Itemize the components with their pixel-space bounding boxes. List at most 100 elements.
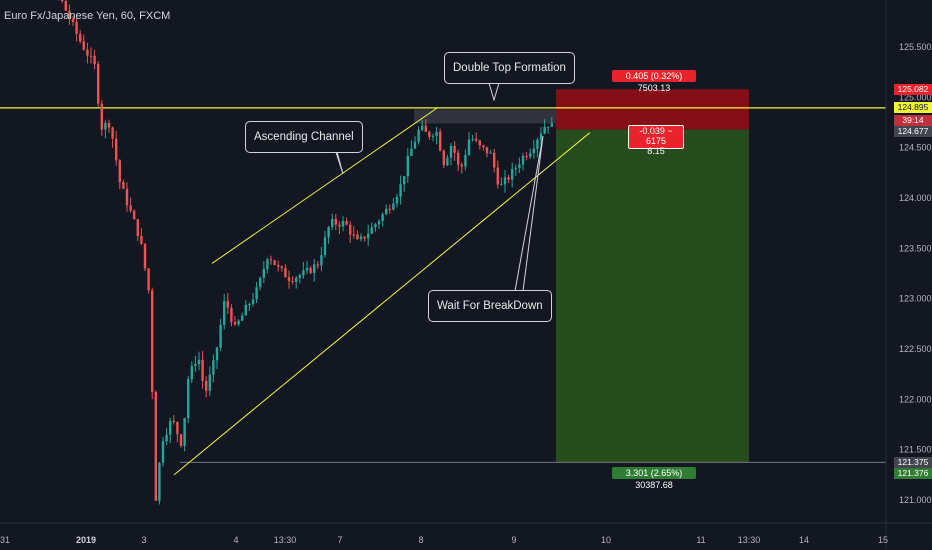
price-tag-red: 125.082 bbox=[894, 83, 932, 95]
candle-down bbox=[424, 125, 427, 132]
candle-down bbox=[129, 205, 132, 211]
candle-down bbox=[86, 49, 89, 56]
ascending-channel bbox=[173, 106, 591, 476]
price-tick-label: 123.500 bbox=[899, 243, 932, 253]
pnl-label-line1: -0.039 ~ 6175 bbox=[639, 126, 673, 146]
candle-up bbox=[359, 236, 363, 240]
price-tick-label: 121.000 bbox=[899, 495, 932, 505]
candle-down bbox=[428, 131, 431, 137]
pointer-breakdown bbox=[514, 135, 544, 292]
candle-down bbox=[172, 420, 175, 423]
candle-down bbox=[284, 268, 287, 278]
candle-up bbox=[295, 277, 298, 282]
time-tick-label: 13:30 bbox=[738, 535, 761, 545]
candle-down bbox=[89, 55, 93, 57]
candle-up bbox=[395, 196, 399, 204]
candle-down bbox=[453, 145, 456, 153]
time-tick-label: 2019 bbox=[76, 535, 96, 545]
candle-down bbox=[176, 422, 179, 435]
candle-up bbox=[194, 364, 197, 366]
candle-down bbox=[496, 167, 499, 185]
candle-up bbox=[374, 224, 377, 228]
candle-down bbox=[201, 359, 204, 381]
time-tick-label: 9 bbox=[511, 535, 516, 545]
candle-up bbox=[327, 227, 330, 238]
candle-down bbox=[75, 21, 78, 34]
candle-down bbox=[287, 277, 291, 282]
candle-down bbox=[143, 243, 147, 269]
stop-loss-label: 0.405 (0.32%) 7503.13 bbox=[612, 70, 696, 93]
candle-up bbox=[543, 126, 546, 134]
candle-down bbox=[439, 131, 442, 151]
candle-up bbox=[219, 324, 222, 348]
candle-down bbox=[316, 264, 319, 266]
time-tick-label: 4 bbox=[233, 535, 238, 545]
candle-down bbox=[273, 260, 276, 265]
candle-down bbox=[291, 281, 294, 283]
candle-up bbox=[518, 164, 521, 168]
time-tick-label: 3 bbox=[141, 535, 146, 545]
price-tag-gray: 124.677 bbox=[894, 125, 932, 137]
price-tick-label: 122.000 bbox=[899, 394, 932, 404]
pnl-label: -0.039 ~ 6175 8.15 bbox=[628, 125, 684, 156]
candle-down bbox=[230, 307, 233, 323]
price-tick-label: 125.000 bbox=[899, 92, 932, 102]
candle-down bbox=[525, 155, 528, 157]
candle-up bbox=[547, 126, 550, 128]
callout-double-top[interactable]: Double Top Formation bbox=[444, 52, 575, 84]
candle-up bbox=[403, 176, 406, 185]
chart-title: Euro Fx/Japanese Yen, 60, FXCM bbox=[4, 10, 171, 22]
candle-up bbox=[255, 287, 258, 300]
price-tag-dark: 39:14 bbox=[894, 114, 932, 126]
candle-down bbox=[356, 234, 359, 240]
candle-up bbox=[169, 420, 172, 435]
candle-up bbox=[251, 299, 255, 305]
candle-down bbox=[136, 219, 139, 236]
candle-up bbox=[536, 139, 539, 149]
candle-down bbox=[349, 224, 352, 235]
candle-down bbox=[93, 55, 96, 65]
candle-up bbox=[237, 320, 240, 325]
candle-up bbox=[421, 125, 424, 130]
price-tick-label: 121.500 bbox=[899, 445, 932, 455]
candle-down bbox=[507, 177, 510, 180]
price-tag-yellow: 124.895 bbox=[894, 102, 932, 114]
time-tick-label: 14 bbox=[799, 535, 809, 545]
candle-up bbox=[197, 359, 201, 365]
candle-down bbox=[309, 267, 312, 273]
candle-down bbox=[233, 322, 237, 325]
candle-down bbox=[133, 210, 136, 220]
candle-down bbox=[277, 264, 280, 267]
candle-down bbox=[179, 434, 183, 446]
candle-up bbox=[471, 138, 474, 140]
candle-down bbox=[269, 259, 273, 261]
time-tick-label: 13:30 bbox=[274, 535, 297, 545]
candle-down bbox=[442, 150, 445, 166]
price-tag-gray: 121.375 bbox=[894, 456, 932, 468]
candle-up bbox=[413, 141, 417, 149]
candle-up bbox=[503, 177, 507, 185]
candle-up bbox=[104, 122, 107, 130]
price-tick-label: 125.500 bbox=[899, 42, 932, 52]
candle-down bbox=[482, 145, 485, 148]
candle-up bbox=[266, 259, 269, 269]
time-tick-label: 31 bbox=[0, 535, 10, 545]
candle-up bbox=[158, 462, 161, 501]
candle-up bbox=[305, 267, 309, 271]
candle-down bbox=[64, 0, 67, 11]
time-tick-label: 10 bbox=[601, 535, 611, 545]
callout-wait-breakdown[interactable]: Wait For BreakDown bbox=[428, 290, 552, 322]
candle-up bbox=[259, 277, 262, 288]
candle-up bbox=[241, 315, 244, 321]
candle-up bbox=[464, 154, 467, 167]
price-tick-label: 122.500 bbox=[899, 344, 932, 354]
callout-ascending-channel[interactable]: Ascending Channel bbox=[245, 121, 363, 153]
candle-down bbox=[151, 290, 154, 392]
candle-up bbox=[165, 434, 168, 442]
candle-up bbox=[529, 153, 532, 157]
candle-down bbox=[352, 234, 355, 236]
target-zone bbox=[556, 129, 749, 463]
candle-down bbox=[111, 127, 114, 139]
channel-upper-line bbox=[211, 106, 439, 264]
